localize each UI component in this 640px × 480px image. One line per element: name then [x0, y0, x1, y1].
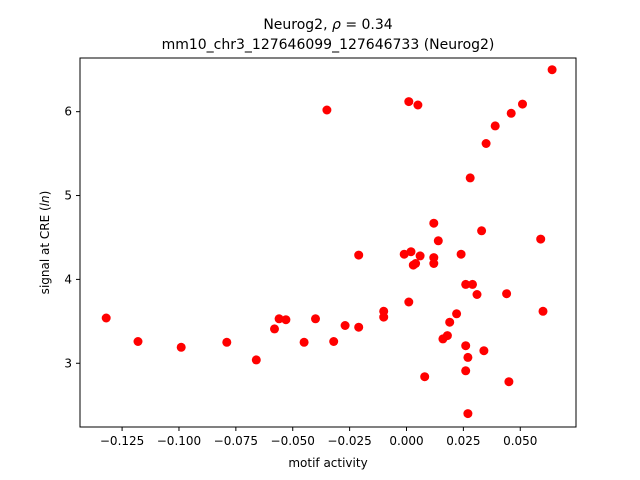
- data-point-13: [354, 250, 364, 260]
- data-point-41: [468, 279, 477, 289]
- data-point-25: [420, 372, 430, 382]
- data-point-49: [506, 108, 516, 118]
- x-tick-label-1: −0.100: [157, 434, 201, 448]
- data-point-44: [479, 346, 489, 356]
- data-point-33: [452, 309, 462, 319]
- y-tick-label-0: 3: [64, 356, 72, 370]
- data-point-47: [502, 289, 512, 299]
- data-point-12: [340, 321, 350, 330]
- data-point-26: [429, 218, 439, 228]
- data-point-40: [465, 173, 475, 183]
- data-point-38: [463, 352, 473, 362]
- data-point-32: [445, 317, 455, 327]
- data-point-51: [536, 234, 546, 244]
- data-point-34: [456, 249, 466, 259]
- x-tick-label-2: −0.075: [214, 434, 258, 448]
- data-point-22: [411, 259, 421, 268]
- chart-title-line2: mm10_chr3_127646099_127646733 (Neurog2): [162, 37, 495, 53]
- chart-title-line1: Neurog2, ρ = 0.34: [263, 17, 392, 33]
- data-point-29: [433, 236, 443, 246]
- data-point-8: [299, 337, 309, 347]
- data-point-20: [406, 247, 416, 257]
- data-point-2: [176, 342, 186, 352]
- data-point-6: [274, 314, 284, 324]
- data-point-36: [461, 341, 471, 351]
- x-tick-label-5: 0.000: [389, 434, 423, 448]
- x-tick-label-6: 0.025: [446, 434, 480, 448]
- x-axis-ticks: −0.125 −0.100 −0.075 −0.050 −0.025 0.000 0.025…: [100, 427, 537, 448]
- y-tick-label-1: 4: [64, 272, 72, 286]
- data-point-42: [472, 290, 482, 299]
- data-point-1: [133, 337, 143, 346]
- data-point-11: [329, 337, 339, 346]
- x-tick-label-3: −0.050: [271, 434, 315, 448]
- data-point-14: [354, 322, 364, 332]
- data-point-10: [322, 105, 332, 115]
- y-tick-label-2: 5: [64, 189, 72, 203]
- data-point-52: [538, 306, 548, 316]
- x-tick-label-0: −0.125: [100, 434, 144, 448]
- data-point-9: [311, 314, 320, 324]
- data-point-37: [461, 366, 471, 376]
- data-point-46: [490, 121, 500, 131]
- data-point-16: [379, 312, 389, 322]
- data-point-50: [518, 99, 527, 109]
- x-axis-label: motif activity: [288, 456, 367, 470]
- data-point-53: [547, 65, 557, 75]
- data-point-23: [413, 100, 423, 110]
- y-axis-ticks: 3 4 5 6: [64, 105, 80, 370]
- x-tick-label-4: −0.025: [327, 434, 371, 448]
- data-points: [101, 65, 557, 419]
- data-point-28: [429, 259, 439, 268]
- data-point-18: [404, 97, 414, 107]
- data-point-45: [481, 139, 491, 148]
- data-point-17: [399, 249, 409, 259]
- plot-frame: [79, 57, 577, 428]
- y-tick-label-3: 6: [64, 105, 72, 119]
- data-point-5: [270, 324, 279, 334]
- data-point-24: [415, 251, 425, 261]
- data-point-48: [504, 377, 514, 387]
- data-point-43: [477, 226, 487, 236]
- data-point-4: [251, 355, 261, 365]
- data-point-19: [404, 297, 414, 307]
- data-point-7: [281, 315, 291, 325]
- data-point-0: [101, 313, 111, 323]
- x-tick-label-7: 0.050: [503, 434, 537, 448]
- data-point-3: [222, 337, 232, 347]
- data-point-39: [463, 409, 473, 419]
- data-point-31: [442, 331, 452, 341]
- y-axis-label: signal at CRE (ln): [38, 191, 52, 295]
- data-point-35: [461, 279, 471, 289]
